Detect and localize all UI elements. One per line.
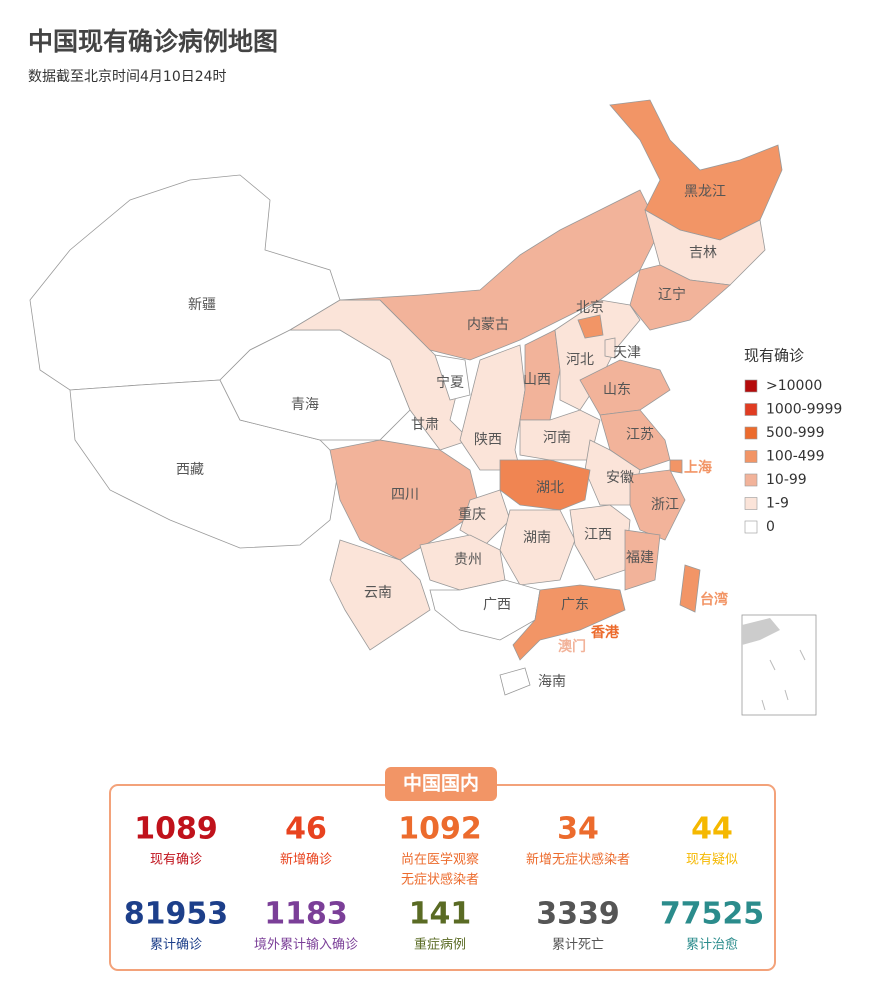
legend-title: 现有确诊 — [744, 347, 804, 365]
province — [624, 529, 661, 591]
stat-label: 新增确诊 — [280, 852, 332, 868]
province-label: 宁夏 — [436, 374, 464, 391]
legend: 现有确诊 >10000 1000-9999 500-999 100-499 10-99 1… — [744, 347, 842, 536]
province-label: 陕西 — [474, 432, 502, 448]
stat-value: 44 — [691, 812, 733, 847]
legend-label: 1000-9999 — [766, 402, 842, 418]
stat-label: 新增无症状感染者 — [526, 852, 630, 868]
stat-label: 重症病例 — [414, 937, 466, 953]
legend-label: >10000 — [766, 378, 822, 394]
province-label: 甘肃 — [411, 417, 439, 433]
province — [629, 469, 686, 541]
inset-map — [741, 614, 817, 716]
legend-label: 1-9 — [766, 496, 789, 512]
stat-label: 境外累计输入确诊 — [254, 937, 358, 953]
legend-swatch — [744, 379, 758, 393]
stat-label: 尚在医学观察 — [401, 852, 479, 868]
province-label: 山西 — [523, 372, 551, 388]
province — [499, 459, 591, 511]
province-label: 香港 — [590, 624, 620, 641]
legend-swatch — [744, 520, 758, 534]
province-label: 黑龙江 — [684, 184, 726, 200]
province-label: 四川 — [391, 487, 419, 503]
province — [459, 344, 526, 471]
province-label: 贵州 — [454, 552, 482, 568]
province-label: 湖北 — [536, 480, 564, 496]
province-label: 广东 — [561, 597, 589, 613]
stat-label: 累计死亡 — [552, 938, 604, 953]
province-label: 山东 — [603, 382, 631, 398]
province — [329, 539, 431, 651]
province — [609, 99, 783, 241]
province-label: 吉林 — [689, 245, 717, 261]
province-label: 澳门 — [558, 638, 586, 655]
stat-value: 81953 — [124, 897, 228, 932]
province — [519, 409, 601, 461]
province — [339, 189, 661, 361]
stat-label: 累计确诊 — [150, 938, 202, 953]
stat-label: 现有确诊 — [150, 853, 202, 868]
stat-value: 34 — [557, 812, 599, 847]
legend-swatch — [744, 450, 758, 463]
province-label: 海南 — [538, 674, 566, 690]
province-label: 上海 — [684, 459, 712, 476]
stat-value: 46 — [285, 812, 327, 847]
province — [554, 299, 641, 411]
province-label: 北京 — [576, 300, 604, 316]
province-label: 天津 — [613, 345, 641, 361]
province-label: 西藏 — [176, 462, 204, 478]
province — [459, 489, 511, 546]
province — [629, 264, 731, 331]
province-label: 云南 — [364, 585, 392, 601]
stat-value: 1089 — [134, 812, 218, 847]
stat-value: 1092 — [398, 812, 482, 847]
stat-label: 现有疑似 — [686, 852, 738, 868]
stat-label: 无症状感染者 — [401, 872, 479, 888]
legend-label: 500-999 — [766, 425, 825, 441]
province — [679, 564, 701, 613]
legend-swatch — [744, 497, 758, 510]
province-label: 内蒙古 — [467, 317, 509, 333]
province — [499, 667, 531, 696]
province — [512, 584, 626, 661]
province — [669, 459, 683, 474]
province-label: 青海 — [291, 397, 319, 413]
province-label: 台湾 — [700, 591, 728, 608]
stat-value: 141 — [409, 897, 472, 932]
province-label: 河南 — [543, 430, 571, 446]
stats-title: 中国国内 — [403, 772, 479, 795]
province-label: 安徽 — [606, 470, 634, 486]
legend-label: 0 — [766, 519, 775, 535]
province-label: 福建 — [626, 550, 654, 566]
subtitle: 数据截至北京时间4月10日24时 — [28, 69, 227, 85]
legend-swatch — [744, 403, 758, 416]
province — [577, 314, 604, 339]
province-label: 江苏 — [626, 427, 654, 443]
province — [499, 509, 576, 586]
stat-label: 累计治愈 — [686, 938, 738, 953]
legend-label: 100-499 — [766, 449, 825, 465]
stat-value: 1183 — [264, 897, 348, 932]
province-label: 江西 — [584, 527, 612, 543]
legend-swatch — [744, 426, 758, 440]
province-label: 河北 — [566, 352, 594, 368]
legend-label: 10-99 — [766, 472, 807, 488]
legend-swatch — [744, 473, 758, 487]
title: 中国现有确诊病例地图 — [28, 27, 278, 56]
province-label: 重庆 — [458, 507, 486, 523]
stat-value: 77525 — [660, 897, 764, 932]
province — [434, 354, 471, 401]
province-label: 广西 — [483, 597, 511, 613]
stat-value: 3339 — [536, 897, 620, 932]
province — [604, 337, 616, 359]
province-label: 浙江 — [651, 497, 679, 513]
province-label: 辽宁 — [658, 286, 686, 303]
province-label: 湖南 — [523, 530, 551, 546]
province-label: 新疆 — [188, 297, 216, 313]
